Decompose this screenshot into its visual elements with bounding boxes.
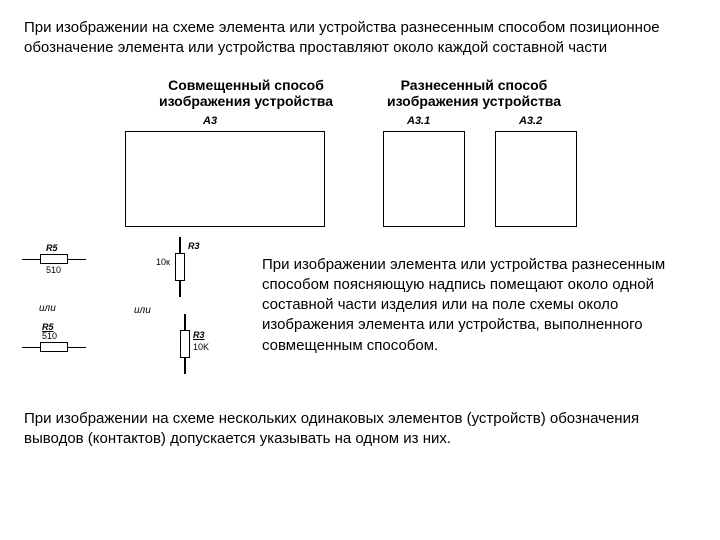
box-small1 [383,131,465,227]
column-headers: Совмещенный способ изображения устройств… [24,77,696,109]
separated-header: Разнесенный способ изображения устройств… [369,77,579,109]
separated-title: Разнесенный способ [369,77,579,93]
bottom-paragraph: При изображении на схеме нескольких один… [24,409,696,450]
mid-paragraph: При изображении элемента или устройства … [262,245,696,356]
intro-paragraph: При изображении на схеме элемента или ус… [24,18,696,59]
r3-bot-value: 10K [193,342,209,352]
box-small1-label: А3.1 [407,115,430,127]
r5-top-label: R5 [46,243,58,253]
mid-row: R5 510 R3 10к или или R5 510 R3 10K [24,245,696,395]
combined-title: Совмещенный способ [141,77,351,93]
box-small2-label: А3.2 [519,115,542,127]
r5-bot-value: 510 [42,331,57,341]
box-big-label: А3 [203,115,217,127]
circuit-symbols: R5 510 R3 10к или или R5 510 R3 10K [24,245,244,395]
box-big [125,131,325,227]
r3-top-label: R3 [188,241,200,251]
box-diagram: А3 А3.1 А3.2 [85,113,635,231]
box-small2 [495,131,577,227]
combined-sub: изображения устройства [141,93,351,109]
r3-bot-label: R3 [193,330,205,340]
or-left: или [39,303,56,314]
combined-header: Совмещенный способ изображения устройств… [141,77,351,109]
r3-top-side: 10к [156,257,170,267]
or-right: или [134,305,151,316]
r5-top-value: 510 [46,265,61,275]
separated-sub: изображения устройства [369,93,579,109]
